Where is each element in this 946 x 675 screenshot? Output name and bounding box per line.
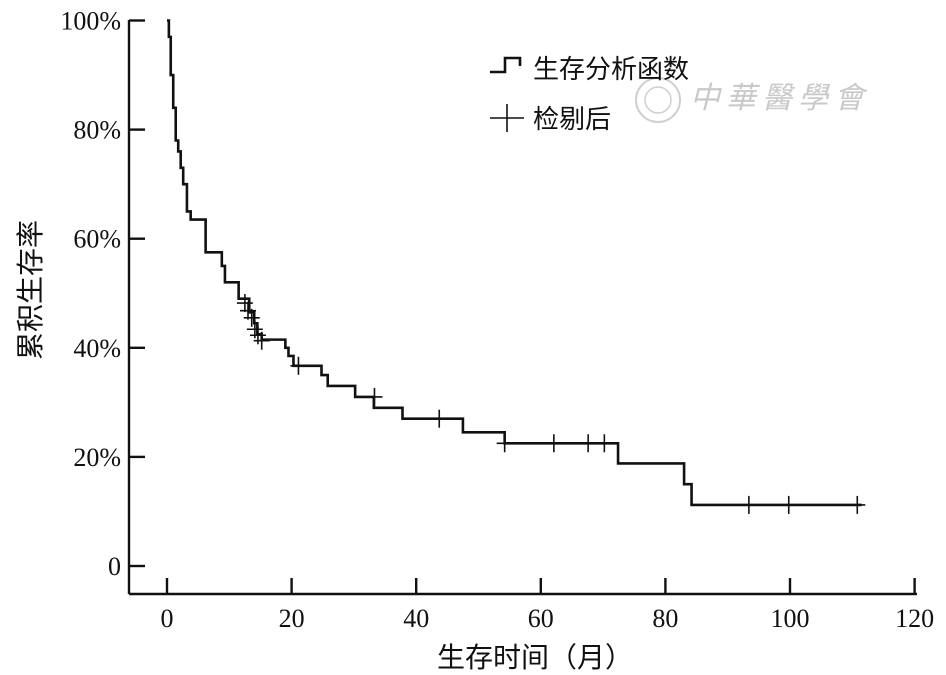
x-tick-label-2: 40 bbox=[403, 604, 429, 633]
y-tick-label-2: 40% bbox=[73, 334, 121, 363]
watermark-text: 中華醫學會 bbox=[690, 81, 870, 116]
censor-mark-7 bbox=[366, 387, 383, 406]
legend-label-censored: 检剔后 bbox=[533, 105, 611, 135]
survival-step-line bbox=[167, 19, 862, 507]
censor-mark-15 bbox=[849, 495, 866, 514]
y-tick-label-4: 80% bbox=[73, 116, 121, 145]
censor-mark-8 bbox=[431, 409, 448, 428]
x-tick-label-5: 100 bbox=[771, 604, 810, 633]
censor-mark-9 bbox=[496, 434, 513, 453]
legend-cross-symbol bbox=[490, 104, 524, 132]
censor-mark-6 bbox=[290, 356, 307, 375]
censor-mark-11 bbox=[580, 434, 597, 453]
censor-mark-1 bbox=[239, 301, 256, 320]
x-axis-title: 生存时间（月） bbox=[437, 641, 633, 674]
censor-mark-0 bbox=[236, 294, 253, 313]
censor-marks bbox=[236, 294, 866, 514]
y-tick-label-1: 20% bbox=[73, 443, 121, 472]
censor-mark-13 bbox=[740, 495, 757, 514]
x-tick-label-1: 20 bbox=[279, 604, 305, 633]
y-axis-title: 累积生存率 bbox=[14, 220, 47, 360]
legend-step-symbol bbox=[490, 56, 522, 74]
x-tick-label-4: 80 bbox=[652, 604, 678, 633]
y-tick-label-0: 0 bbox=[108, 552, 121, 581]
x-ticks: 0 20 40 60 80 100 120 bbox=[161, 578, 934, 633]
y-tick-label-5: 100% bbox=[60, 7, 121, 36]
censor-mark-5 bbox=[253, 331, 270, 350]
censor-mark-12 bbox=[596, 434, 613, 453]
x-tick-label-6: 120 bbox=[895, 604, 934, 633]
x-tick-label-3: 60 bbox=[528, 604, 554, 633]
censor-mark-14 bbox=[780, 495, 797, 514]
y-ticks: 0 20% 40% 60% 80% 100% bbox=[60, 7, 145, 581]
censor-mark-10 bbox=[545, 434, 562, 453]
censor-mark-2 bbox=[243, 308, 260, 327]
watermark-seal bbox=[635, 77, 681, 123]
axes: 0 20% 40% 60% 80% 100% 0 20 40 60 80 100 120 bbox=[60, 7, 934, 634]
plot-area bbox=[167, 19, 866, 514]
watermark: 中華醫學會 bbox=[635, 77, 870, 123]
y-tick-label-3: 60% bbox=[73, 225, 121, 254]
legend-label-survival: 生存分析函数 bbox=[533, 55, 689, 85]
x-tick-label-0: 0 bbox=[161, 604, 174, 633]
legend: 生存分析函数 检剔后 bbox=[490, 55, 689, 135]
